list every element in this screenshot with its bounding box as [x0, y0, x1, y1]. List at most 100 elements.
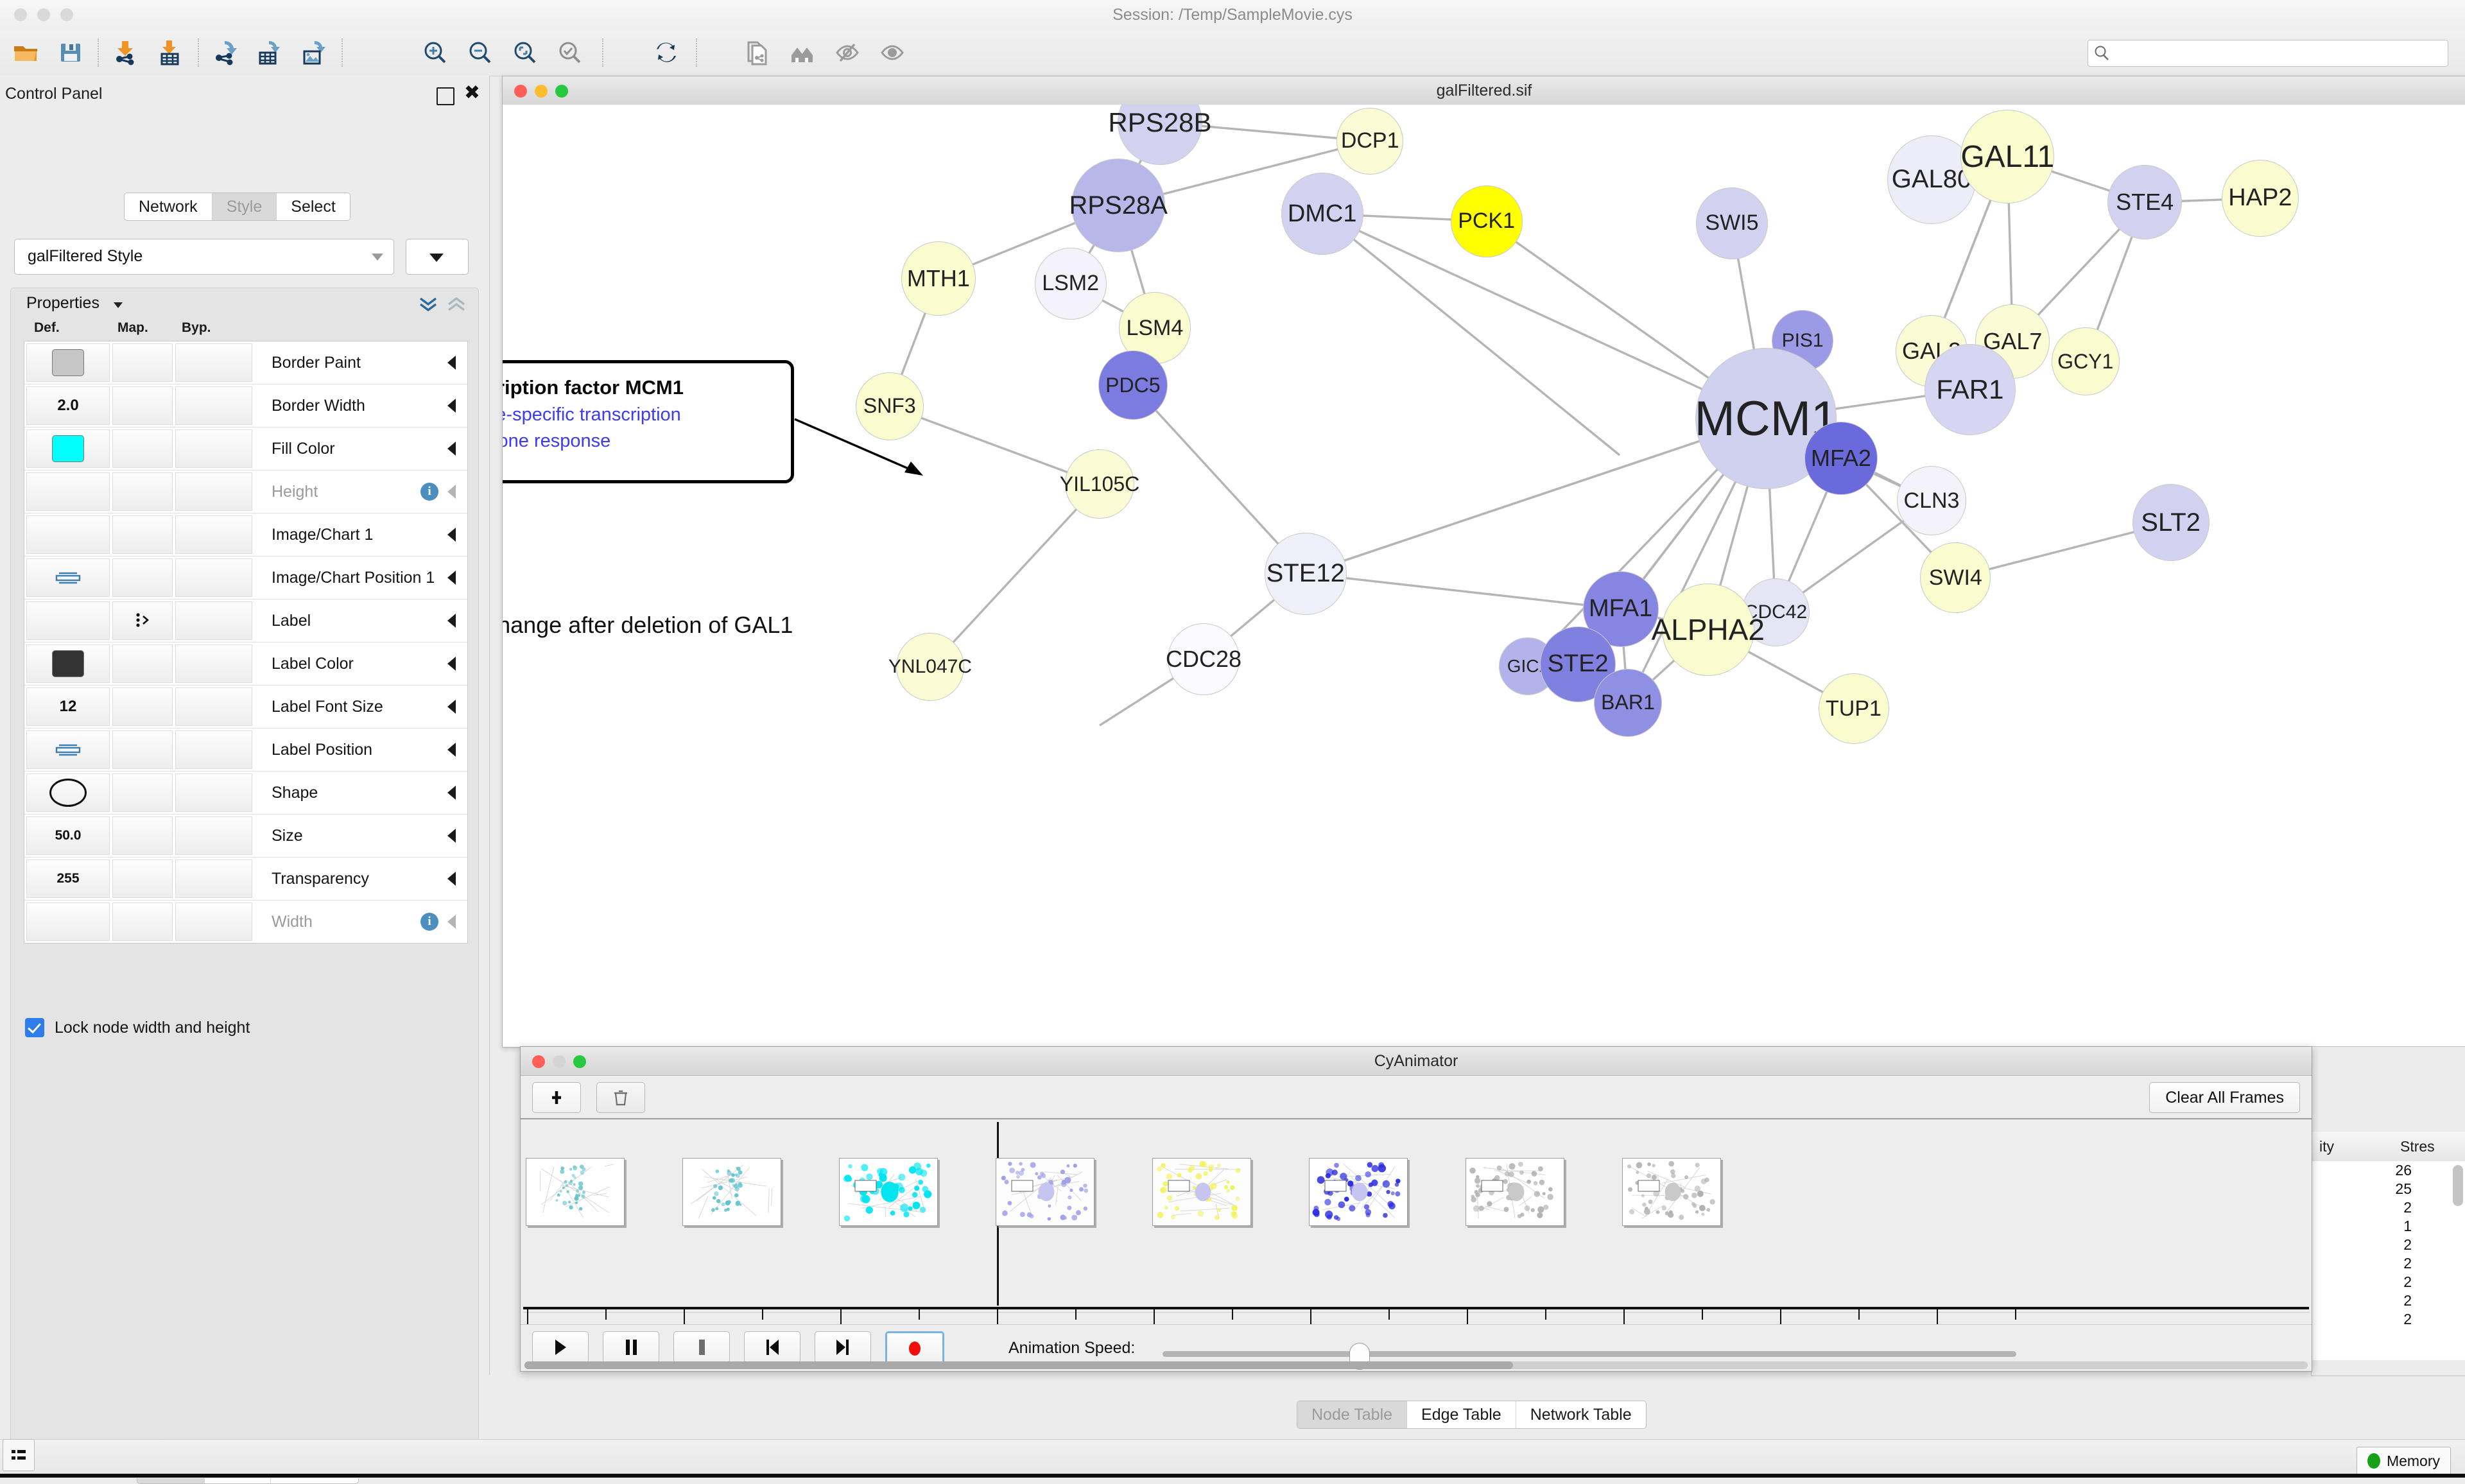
expand-property-arrow[interactable]	[447, 442, 456, 456]
add-frame-button[interactable]	[532, 1082, 581, 1113]
column-centrality[interactable]: ity	[2319, 1138, 2334, 1155]
property-default-cell[interactable]	[26, 429, 110, 468]
network-node[interactable]: HAP2	[2222, 160, 2299, 237]
show-console-icon[interactable]	[3, 1439, 35, 1471]
property-mapping-cell[interactable]	[112, 644, 173, 683]
property-bypass-cell[interactable]	[175, 558, 252, 597]
pause-button[interactable]	[603, 1331, 659, 1363]
network-node[interactable]: TUP1	[1819, 673, 1889, 744]
expand-property-arrow[interactable]	[447, 614, 456, 628]
zoom-fit-icon[interactable]	[508, 36, 542, 69]
property-mapping-cell[interactable]	[112, 515, 173, 554]
property-mapping-cell[interactable]	[112, 558, 173, 597]
property-row[interactable]: Shape	[24, 772, 467, 815]
property-bypass-cell[interactable]	[175, 687, 252, 726]
table-row[interactable]: 2	[2312, 1291, 2465, 1310]
timeline-frame[interactable]	[1466, 1158, 1564, 1226]
network-node[interactable]: CDC28	[1168, 623, 1240, 695]
property-default-cell[interactable]	[26, 515, 110, 554]
network-node[interactable]: GAL11	[1960, 110, 2054, 203]
property-bypass-cell[interactable]	[175, 515, 252, 554]
collapse-all-icon[interactable]	[445, 296, 468, 313]
network-node[interactable]: YNL047C	[896, 633, 964, 701]
property-mapping-cell[interactable]	[112, 687, 173, 726]
style-select[interactable]: galFiltered Style	[14, 239, 394, 275]
tab-network[interactable]: Network	[125, 193, 212, 220]
expand-property-arrow[interactable]	[447, 915, 456, 929]
property-default-cell[interactable]: 12	[26, 687, 110, 726]
network-node[interactable]: DMC1	[1281, 173, 1363, 255]
memory-button[interactable]: Memory	[2357, 1447, 2451, 1475]
property-row[interactable]: Label Color	[24, 643, 467, 686]
property-bypass-cell[interactable]	[175, 343, 252, 382]
network-node[interactable]: ALPHA2	[1662, 583, 1754, 676]
expand-property-arrow[interactable]	[447, 356, 456, 370]
tab-edge-table[interactable]: Edge Table	[1407, 1401, 1516, 1428]
hide-selected-icon[interactable]	[831, 36, 864, 69]
restore-icon[interactable]	[437, 87, 454, 105]
expand-property-arrow[interactable]	[447, 657, 456, 671]
property-bypass-cell[interactable]	[175, 859, 252, 898]
zoom-selected-icon[interactable]	[553, 36, 587, 69]
property-row[interactable]: Image/Chart Position 1	[24, 556, 467, 600]
timeline-frame[interactable]	[996, 1158, 1094, 1226]
cyanimator-timeline[interactable]: 0123456789 Seconds	[523, 1119, 2309, 1313]
network-node[interactable]: SNF3	[856, 372, 924, 440]
property-bypass-cell[interactable]	[175, 644, 252, 683]
property-bypass-cell[interactable]	[175, 472, 252, 511]
cyanimator-scroll-thumb[interactable]	[524, 1361, 1513, 1369]
network-node[interactable]: STE4	[2107, 165, 2182, 239]
property-mapping-cell[interactable]	[112, 773, 173, 812]
table-row[interactable]: 1	[2312, 1217, 2465, 1236]
expand-property-arrow[interactable]	[447, 528, 456, 542]
expand-property-arrow[interactable]	[447, 743, 456, 757]
table-row[interactable]: 26	[2312, 1161, 2465, 1180]
table-row[interactable]: 2	[2312, 1310, 2465, 1329]
timeline-frame[interactable]	[1309, 1158, 1408, 1226]
property-default-cell[interactable]	[26, 472, 110, 511]
caret-down-icon[interactable]	[114, 302, 123, 308]
next-frame-button[interactable]	[815, 1331, 871, 1363]
search-input[interactable]	[2114, 40, 2441, 67]
network-node[interactable]: STE12	[1265, 533, 1347, 615]
show-all-icon[interactable]	[876, 36, 909, 69]
property-mapping-cell[interactable]	[112, 859, 173, 898]
network-node[interactable]: BAR1	[1594, 669, 1662, 737]
timeline-frame[interactable]	[1152, 1158, 1251, 1226]
network-node[interactable]: RPS28B	[1118, 105, 1202, 165]
record-button[interactable]	[885, 1331, 944, 1366]
property-bypass-cell[interactable]	[175, 601, 252, 640]
table-row[interactable]: 2	[2312, 1273, 2465, 1291]
timeline-frame[interactable]	[682, 1158, 781, 1226]
network-node[interactable]: PCK1	[1451, 186, 1523, 257]
property-default-cell[interactable]	[26, 902, 110, 941]
expand-property-arrow[interactable]	[447, 829, 456, 843]
timeline-frame[interactable]	[839, 1158, 938, 1226]
network-node[interactable]: MFA2	[1804, 422, 1878, 495]
save-icon[interactable]	[54, 36, 87, 69]
import-table-icon[interactable]	[153, 36, 186, 69]
column-stress[interactable]: Stres	[2400, 1138, 2435, 1155]
table-row[interactable]: 2	[2312, 1198, 2465, 1217]
zoom-in-icon[interactable]	[419, 36, 452, 69]
color-swatch[interactable]	[52, 650, 84, 677]
export-network-icon[interactable]	[208, 36, 241, 69]
prev-frame-button[interactable]	[744, 1331, 800, 1363]
property-row[interactable]: Label Position	[24, 729, 467, 772]
property-row[interactable]: Border Paint	[24, 341, 467, 384]
table-row[interactable]: 2	[2312, 1254, 2465, 1273]
color-swatch[interactable]	[52, 349, 84, 376]
property-mapping-cell[interactable]	[112, 343, 173, 382]
network-node[interactable]: RPS28A	[1071, 159, 1165, 252]
expand-property-arrow[interactable]	[447, 786, 456, 800]
property-default-cell[interactable]	[26, 343, 110, 382]
timeline-frame[interactable]	[1622, 1158, 1721, 1226]
delete-frame-button[interactable]	[596, 1082, 645, 1113]
network-node[interactable]: DCP1	[1336, 108, 1403, 175]
first-neighbors-icon[interactable]	[786, 36, 819, 69]
network-node[interactable]: MTH1	[901, 241, 976, 316]
new-network-icon[interactable]	[741, 36, 774, 69]
property-default-cell[interactable]: 255	[26, 859, 110, 898]
